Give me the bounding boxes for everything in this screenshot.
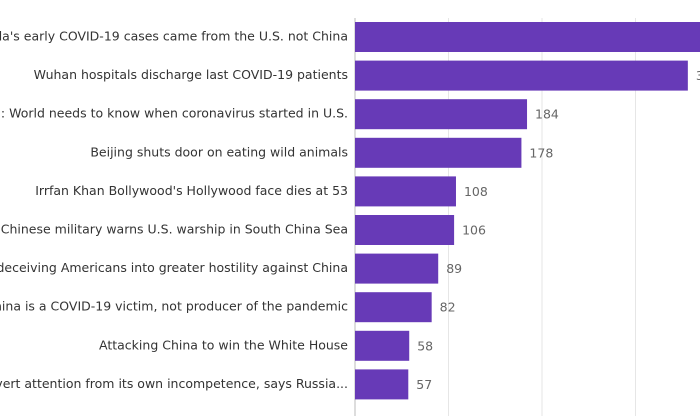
category-label: are deceiving Americans into greater hos… <box>0 260 348 275</box>
value-label: 356 <box>696 68 700 83</box>
category-label: Wuhan hospitals discharge last COVID-19 … <box>34 67 348 82</box>
bar <box>355 253 439 284</box>
bar <box>355 60 688 91</box>
value-label: 57 <box>416 377 432 392</box>
category-label: Irrfan Khan Bollywood's Hollywood face d… <box>35 183 348 198</box>
category-label: Chinese military warns U.S. warship in S… <box>1 222 348 237</box>
value-label: 178 <box>529 145 553 160</box>
bar <box>355 176 456 207</box>
value-label: 184 <box>535 107 559 122</box>
bar <box>355 99 528 130</box>
value-label: 106 <box>462 223 486 238</box>
bar <box>355 369 409 400</box>
category-label: anada's early COVID-19 cases came from t… <box>0 29 348 44</box>
bar <box>355 215 455 245</box>
category-label: Attacking China to win the White House <box>99 337 348 352</box>
category-label: ficial: World needs to know when coronav… <box>0 106 348 121</box>
category-label: o divert attention from its own incompet… <box>0 376 348 391</box>
bar <box>355 137 522 168</box>
value-label: 89 <box>446 261 462 276</box>
category-label: Beijing shuts door on eating wild animal… <box>90 144 348 159</box>
value-label: 82 <box>440 300 456 315</box>
bar <box>355 330 410 361</box>
value-label: 58 <box>417 338 433 353</box>
bar <box>355 22 700 52</box>
category-label: : China is a COVID-19 victim, not produc… <box>0 299 348 314</box>
value-label: 108 <box>464 184 488 199</box>
bar <box>355 292 432 323</box>
